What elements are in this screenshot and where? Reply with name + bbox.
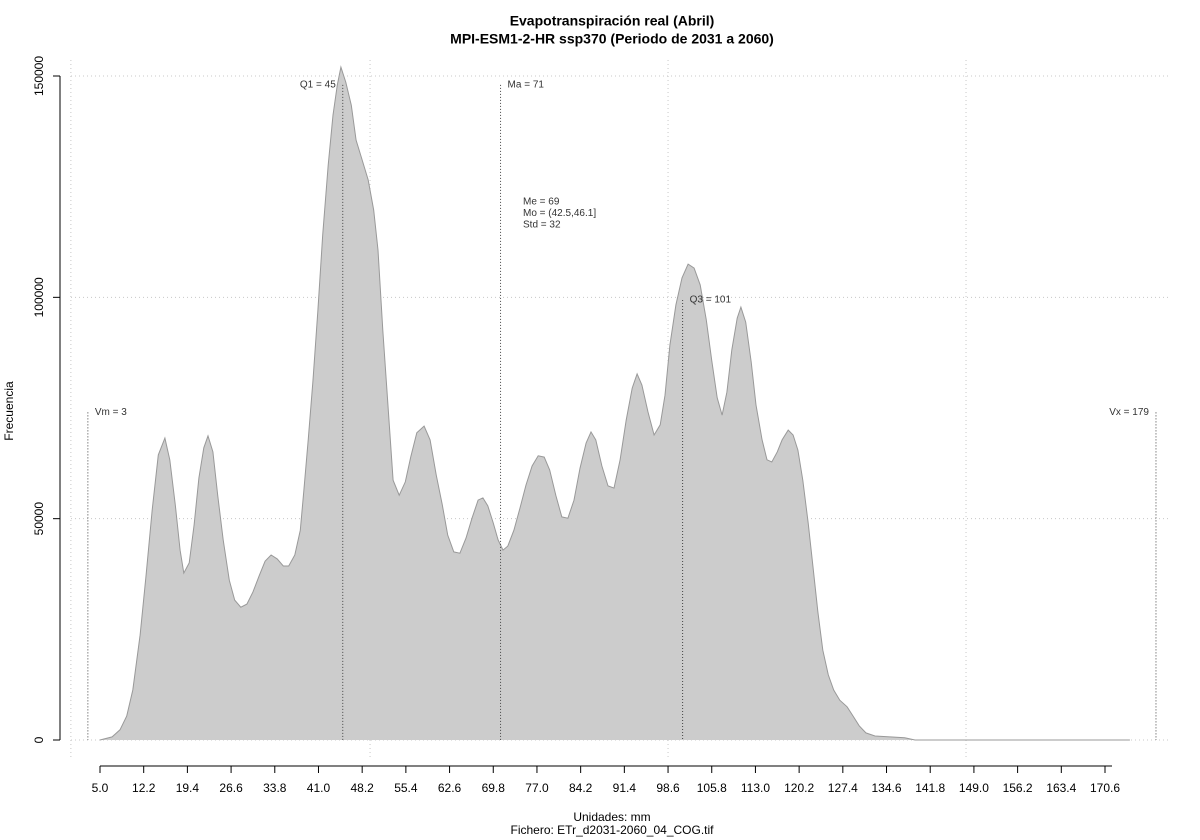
y-tick-label: 0	[32, 736, 46, 743]
x-tick-label: 134.6	[872, 781, 902, 795]
x-tick-label: 19.4	[176, 781, 200, 795]
x-tick-label: 170.6	[1090, 781, 1120, 795]
x-tick-label: 41.0	[307, 781, 331, 795]
x-tick-label: 149.0	[959, 781, 989, 795]
chart-title: Evapotranspiración real (Abril)	[510, 13, 715, 29]
x-tick-label: 163.4	[1046, 781, 1076, 795]
x-tick-label: 33.8	[263, 781, 287, 795]
x-tick-label: 55.4	[394, 781, 418, 795]
y-tick-label: 150000	[32, 56, 46, 96]
stat-label: Mo = (42.5,46.1]	[523, 208, 596, 219]
x-tick-label: 113.0	[741, 781, 770, 795]
x-tick-label: 5.0	[92, 781, 109, 795]
x-tick-label: 62.6	[438, 781, 462, 795]
x-tick-label: 84.2	[569, 781, 593, 795]
x-tick-label: 156.2	[1003, 781, 1033, 795]
x-tick-label: 69.8	[482, 781, 506, 795]
chart-subtitle: MPI-ESM1-2-HR ssp370 (Periodo de 2031 a …	[450, 31, 774, 47]
x-tick-label: 77.0	[525, 781, 549, 795]
x-tick-label: 105.8	[697, 781, 727, 795]
stat-label: Me = 69	[523, 197, 560, 208]
x-tick-label: 48.2	[350, 781, 374, 795]
x-tick-label: 26.6	[219, 781, 243, 795]
marker-label: Q3 = 101	[690, 295, 732, 306]
marker-label: Ma = 71	[508, 79, 545, 90]
marker-label: Vm = 3	[95, 407, 127, 418]
y-tick-label: 100000	[32, 277, 46, 317]
density-line	[99, 65, 1130, 741]
stat-label: Std = 32	[523, 220, 561, 231]
density-area	[100, 67, 1130, 741]
x-tick-label: 120.2	[784, 781, 814, 795]
x-axis-label: Unidades: mm	[573, 810, 650, 824]
x-tick-label: 91.4	[613, 781, 637, 795]
y-tick-label: 50000	[32, 502, 46, 536]
x-tick-label: 12.2	[132, 781, 156, 795]
y-axis-label: Frecuencia	[2, 381, 16, 441]
caption: Fichero: ETr_d2031-2060_04_COG.tif	[511, 823, 715, 837]
marker-label: Vx = 179	[1109, 407, 1149, 418]
x-tick-label: 98.6	[656, 781, 680, 795]
x-tick-label: 127.4	[828, 781, 858, 795]
marker-label: Q1 = 45	[300, 79, 336, 90]
x-tick-label: 141.8	[915, 781, 945, 795]
